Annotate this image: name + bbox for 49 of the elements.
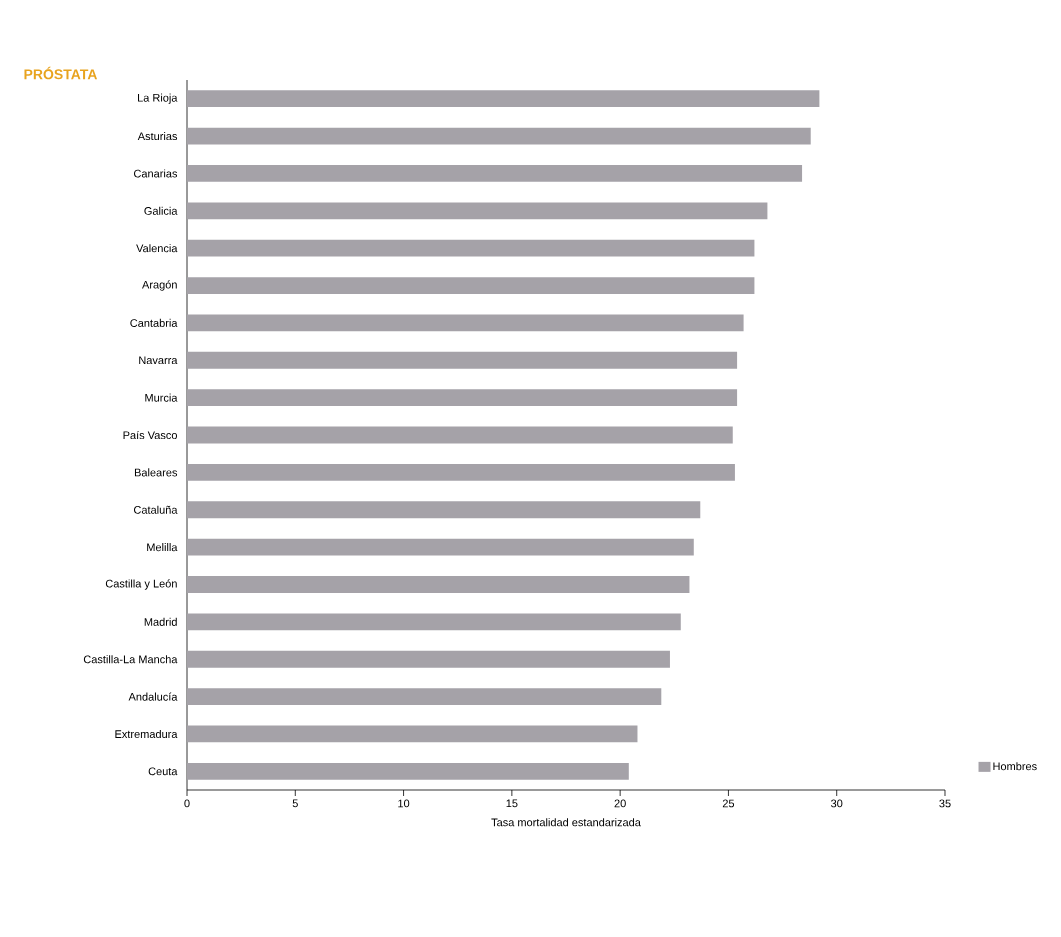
y-tick-label: Galicia xyxy=(144,206,178,215)
bar xyxy=(187,351,738,369)
bar xyxy=(187,426,733,444)
y-tick-label: Canarias xyxy=(134,169,178,178)
y-tick-label: Cantabria xyxy=(130,318,178,327)
y-tick-label: Murcia xyxy=(145,393,178,402)
y-tick-label: Ceuta xyxy=(148,767,178,776)
x-tick-label: 5 xyxy=(292,799,298,808)
y-tick-label: Navarra xyxy=(139,356,178,365)
x-tick-label: 15 xyxy=(506,799,518,808)
bar xyxy=(187,389,738,407)
bar xyxy=(187,762,629,780)
y-tick-label: Melilla xyxy=(147,543,178,552)
y-tick-label: Aragón xyxy=(142,280,177,291)
bar xyxy=(187,613,681,631)
bar xyxy=(187,165,803,182)
bar xyxy=(187,688,662,705)
x-tick-label: 0 xyxy=(184,799,190,808)
bar xyxy=(187,538,694,556)
y-tick-label: Baleares xyxy=(134,468,178,477)
y-tick-label: Andalucía xyxy=(128,692,178,701)
bar xyxy=(187,127,811,145)
x-tick-label: 35 xyxy=(939,799,951,808)
y-tick-label: Madrid xyxy=(144,617,177,626)
bar xyxy=(187,277,755,294)
x-axis-title: Tasa mortalidad estandarizada xyxy=(491,818,641,827)
bar xyxy=(187,463,735,481)
y-tick-label: País Vasco xyxy=(123,430,177,440)
text: PRÓSTATA xyxy=(24,66,98,80)
bar xyxy=(187,650,670,668)
y-tick-label: Castilla y León xyxy=(105,579,177,590)
y-tick-label: Valencia xyxy=(136,244,178,253)
y-tick-label: Cataluña xyxy=(134,505,178,514)
bar xyxy=(187,501,701,519)
x-tick-label: 25 xyxy=(722,799,735,808)
x-tick-label: 20 xyxy=(614,799,626,808)
bar xyxy=(187,239,755,257)
bar xyxy=(187,576,690,593)
y-tick-label: Castilla-La Mancha xyxy=(83,655,178,664)
legend-label: Hombres xyxy=(993,762,1037,771)
bar xyxy=(187,314,744,332)
x-tick-label: 10 xyxy=(398,799,410,808)
bar xyxy=(187,90,820,108)
x-tick-label: 30 xyxy=(831,799,843,808)
bar xyxy=(187,725,638,743)
y-tick-label: Asturias xyxy=(137,132,178,141)
y-tick-label: La Rioja xyxy=(138,93,178,104)
bar xyxy=(187,202,768,220)
y-tick-label: Extremadura xyxy=(115,729,178,738)
